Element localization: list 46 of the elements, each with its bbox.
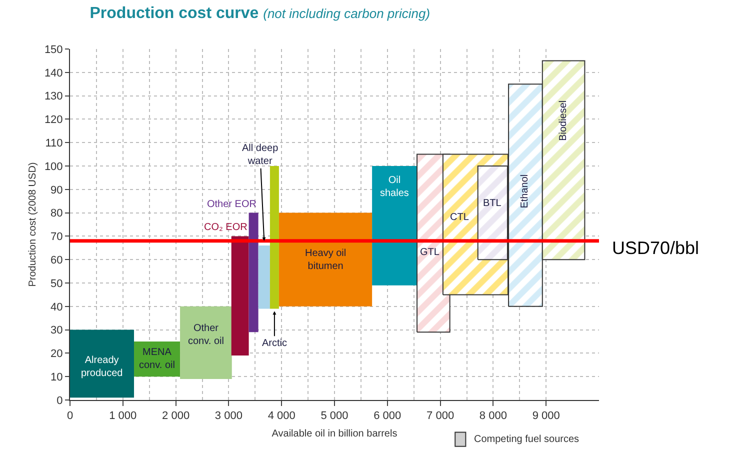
y-tick-label: 150	[44, 44, 63, 56]
y-tick-label: 100	[44, 160, 63, 173]
text: Arctic	[262, 338, 287, 349]
text: All deep water	[242, 143, 279, 167]
series-label: BTL	[483, 198, 502, 209]
y-tick-label: 110	[45, 137, 63, 150]
x-tick-label: 3 000	[214, 410, 242, 422]
x-tick-label: 2 000	[162, 410, 190, 422]
x-tick-label: 9 000	[532, 410, 560, 422]
series-label: CTL	[450, 212, 470, 223]
y-tick-label: 10	[50, 371, 63, 384]
series-label: Already produced	[81, 355, 123, 379]
series-label: Biodiesel	[558, 100, 570, 141]
y-tick-label: 130	[44, 90, 63, 103]
series-label: Ethanol	[520, 174, 531, 208]
x-tick-label: 8 000	[479, 410, 507, 422]
x-tick-label: 7 000	[426, 410, 454, 422]
y-tick-label: 90	[50, 184, 63, 196]
series-label: Oil shales	[380, 175, 409, 199]
y-tick-label: 40	[50, 301, 63, 314]
x-axis-title: Available oil in billion barrels	[272, 428, 398, 440]
x-tick-label: 1 000	[109, 410, 137, 422]
chart-subtitle: (not including carbon pricing)	[263, 6, 430, 21]
series-label: GTL	[420, 247, 440, 258]
y-tick-label: 50	[50, 278, 63, 290]
chart-title: Production cost curve	[90, 4, 259, 22]
series-label: MENA conv. oil	[139, 347, 175, 371]
y-tick-label: 20	[50, 348, 63, 360]
y-tick-label: 60	[50, 254, 63, 266]
y-tick-label: 140	[44, 67, 63, 80]
y-tick-label: 70	[50, 231, 63, 244]
text: Competing fuel sources	[474, 434, 580, 445]
y-tick-label: 120	[44, 114, 63, 126]
series-label: Heavy oil bitumen	[305, 248, 346, 272]
x-tick-label: 0	[66, 410, 74, 422]
ref-line-label: USD70/bbl	[612, 238, 700, 258]
series-label: Other conv. oil	[188, 323, 224, 347]
series-label: CO₂ EOR	[204, 222, 248, 233]
x-tick-label: 6 000	[374, 410, 402, 422]
y-tick-label: 80	[50, 208, 63, 220]
y-axis-title: Production cost (2008 USD)	[27, 162, 38, 287]
x-tick-label: 5 000	[320, 410, 348, 422]
y-tick-label: 30	[50, 324, 63, 337]
x-tick-label: 4 000	[268, 410, 296, 422]
series-label: Other EOR	[207, 199, 256, 210]
y-tick-label: 0	[56, 394, 63, 407]
